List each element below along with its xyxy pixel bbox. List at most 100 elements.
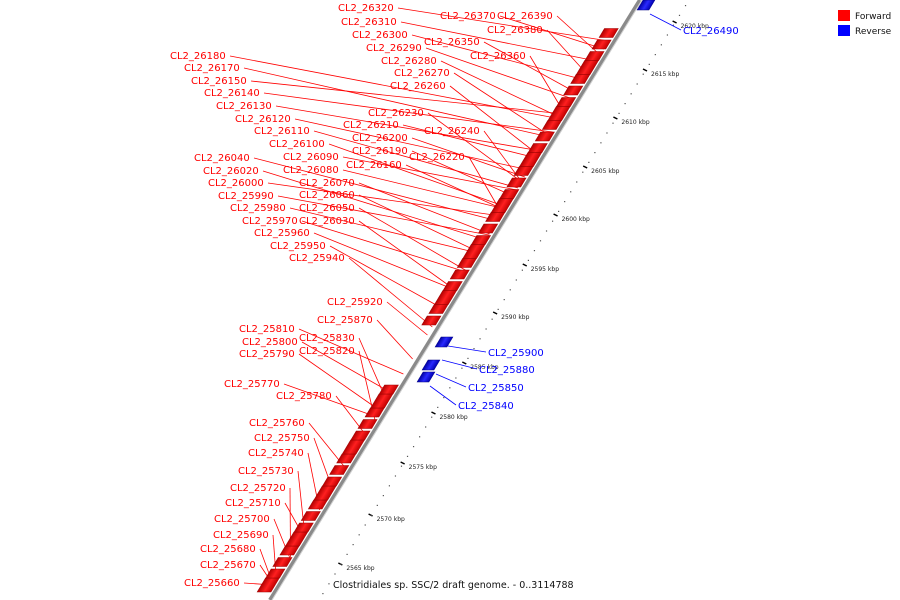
forward-gene-label: CL2_26390 (497, 11, 553, 22)
scale-minor-tick (612, 122, 614, 124)
reverse-gene-label: CL2_26490 (683, 26, 739, 37)
forward-gene-label: CL2_25830 (299, 333, 355, 344)
scale-minor-tick (425, 426, 427, 428)
forward-gene-label: CL2_25950 (270, 241, 326, 252)
forward-gene[interactable] (442, 281, 463, 291)
forward-leader-line (499, 15, 604, 50)
forward-gene[interactable] (563, 85, 584, 96)
scale-minor-tick (340, 563, 342, 565)
forward-gene-label: CL2_26020 (203, 166, 259, 177)
scale-minor-tick (666, 34, 669, 36)
forward-gene-label: CL2_26360 (470, 51, 526, 62)
reverse-gene[interactable] (421, 359, 441, 371)
forward-leader-line (425, 47, 574, 100)
forward-leader-line (294, 118, 530, 171)
forward-leader-line (397, 7, 609, 42)
forward-gene-label: CL2_26160 (346, 160, 402, 171)
forward-gene[interactable] (506, 177, 527, 188)
forward-gene-label: CL2_25680 (200, 544, 256, 555)
forward-gene-label: CL2_26240 (424, 126, 480, 137)
scale-minor-tick (412, 446, 415, 448)
forward-gene[interactable] (378, 384, 399, 395)
forward-gene-label: CL2_26380 (487, 25, 543, 36)
scale-minor-tick (642, 73, 644, 75)
scale-minor-tick (600, 142, 602, 144)
scale-tick (642, 68, 648, 72)
forward-gene-label: CL2_26220 (409, 152, 465, 163)
scale-minor-tick (594, 152, 596, 154)
forward-gene[interactable] (449, 269, 470, 280)
scale-minor-tick (582, 171, 584, 173)
scale-minor-tick (660, 44, 662, 46)
forward-gene[interactable] (584, 51, 605, 61)
forward-gene-label: CL2_26320 (338, 3, 394, 14)
scale-minor-tick (443, 397, 445, 399)
scale-minor-tick (328, 583, 330, 585)
forward-leader-line (358, 207, 468, 272)
forward-gene[interactable] (265, 568, 286, 579)
scale-minor-tick (558, 210, 560, 212)
reverse-gene[interactable] (434, 336, 454, 348)
forward-leader-line (483, 41, 577, 94)
scale-minor-tick (382, 495, 384, 497)
forward-gene[interactable] (591, 39, 612, 50)
forward-leader-line (301, 341, 392, 394)
forward-gene[interactable] (272, 557, 293, 567)
forward-gene[interactable] (556, 97, 577, 107)
forward-gene[interactable] (300, 511, 321, 521)
legend-forward-swatch (838, 10, 850, 21)
forward-leader-line (342, 156, 517, 191)
forward-gene-label: CL2_26170 (184, 63, 240, 74)
forward-gene[interactable] (293, 522, 314, 533)
forward-gene[interactable] (350, 430, 371, 441)
reverse-gene-label: CL2_25840 (458, 401, 514, 412)
forward-leader-line (358, 194, 479, 253)
legend-reverse-label: Reverse (855, 27, 892, 37)
forward-gene-label: CL2_25740 (248, 448, 304, 459)
forward-leader-line (453, 72, 551, 137)
scale-minor-tick (431, 416, 433, 418)
forward-leader-line (342, 169, 506, 210)
forward-gene[interactable] (329, 465, 350, 475)
forward-gene-label: CL2_26230 (368, 108, 424, 119)
forward-gene-label: CL2_26150 (191, 76, 247, 87)
forward-leader-line (298, 328, 404, 375)
forward-gene[interactable] (357, 419, 378, 429)
forward-gene[interactable] (527, 143, 548, 153)
scale-minor-tick (521, 269, 523, 271)
forward-gene[interactable] (534, 131, 555, 142)
scale-tick (522, 263, 528, 267)
forward-gene[interactable] (470, 235, 492, 245)
scale-tick-label: 2580 kbp (439, 414, 467, 421)
scale-tick (461, 361, 467, 365)
forward-gene-label: CL2_26180 (170, 51, 226, 62)
scale-minor-tick (606, 132, 608, 134)
scale-minor-tick (551, 220, 554, 222)
forward-gene-label: CL2_25990 (218, 191, 274, 202)
forward-leader-line (267, 182, 501, 217)
forward-gene[interactable] (421, 315, 442, 326)
forward-gene-label: CL2_26130 (216, 101, 272, 112)
forward-gene-label: CL2_25660 (184, 578, 240, 589)
forward-gene[interactable] (598, 28, 619, 38)
forward-gene[interactable] (478, 223, 499, 234)
scale-minor-tick (346, 553, 348, 555)
reverse-gene[interactable] (416, 371, 436, 383)
forward-gene[interactable] (322, 476, 343, 487)
reverse-gene[interactable] (636, 0, 656, 11)
genome-backbone (268, 0, 642, 600)
scale-minor-tick (509, 289, 511, 291)
scale-minor-tick (497, 308, 499, 310)
forward-gene-label: CL2_25960 (254, 228, 310, 239)
scale-tick-label: 2575 kbp (409, 464, 437, 471)
forward-gene-label: CL2_26090 (283, 152, 339, 163)
scale-minor-tick (479, 338, 481, 340)
forward-gene-label: CL2_26100 (269, 139, 325, 150)
reverse-gene-label: CL2_25900 (488, 348, 544, 359)
legend: Forward Reverse (838, 10, 892, 37)
scale-minor-tick (636, 83, 638, 85)
forward-gene-label: CL2_26300 (352, 30, 408, 41)
forward-leader-line (263, 92, 553, 133)
forward-gene[interactable] (499, 189, 520, 199)
forward-leader-line (313, 232, 456, 291)
